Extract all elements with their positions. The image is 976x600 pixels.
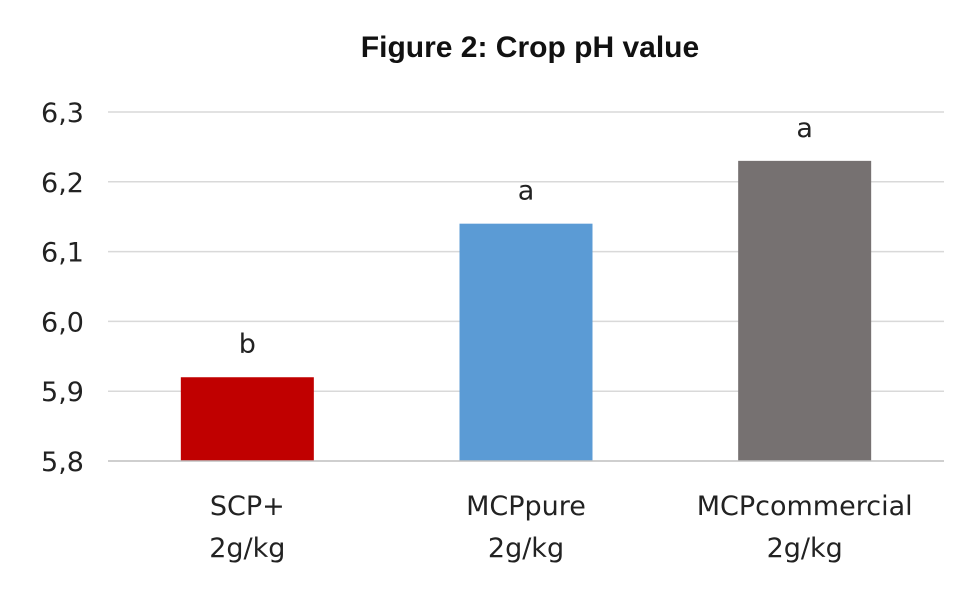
bars xyxy=(180,160,872,462)
y-axis-ticks: 5,8 5,9 6,0 6,1 6,2 6,3 xyxy=(41,98,84,478)
y-tick-label: 6,0 xyxy=(41,307,84,338)
y-tick-label: 5,8 xyxy=(41,447,84,478)
y-tick-label: 6,1 xyxy=(41,238,84,269)
data-label: b xyxy=(239,329,256,360)
bar xyxy=(180,377,314,461)
data-label: a xyxy=(796,113,813,144)
category-label: SCP+ 2g/kg xyxy=(209,491,285,564)
bar xyxy=(738,160,872,462)
category-label-line: SCP+ xyxy=(210,491,285,522)
y-tick-label: 5,9 xyxy=(41,377,84,408)
category-label-line: MCPcommercial xyxy=(697,491,913,522)
category-label-line: 2g/kg xyxy=(488,533,564,564)
category-label-line: 2g/kg xyxy=(767,533,843,564)
category-label: MCPcommercial 2g/kg xyxy=(697,491,913,564)
x-axis-categories: SCP+ 2g/kg MCPpure 2g/kg MCPcommercial 2g/kg xyxy=(209,491,912,564)
bar xyxy=(459,223,593,461)
data-label: a xyxy=(518,176,535,207)
chart-title: Figure 2: Crop pH value xyxy=(361,31,699,64)
category-label: MCPpure 2g/kg xyxy=(466,491,586,564)
data-labels: b a a xyxy=(239,113,813,360)
y-tick-label: 6,2 xyxy=(41,168,84,199)
category-label-line: MCPpure xyxy=(466,491,586,522)
y-tick-label: 6,3 xyxy=(41,98,84,129)
category-label-line: 2g/kg xyxy=(209,533,285,564)
